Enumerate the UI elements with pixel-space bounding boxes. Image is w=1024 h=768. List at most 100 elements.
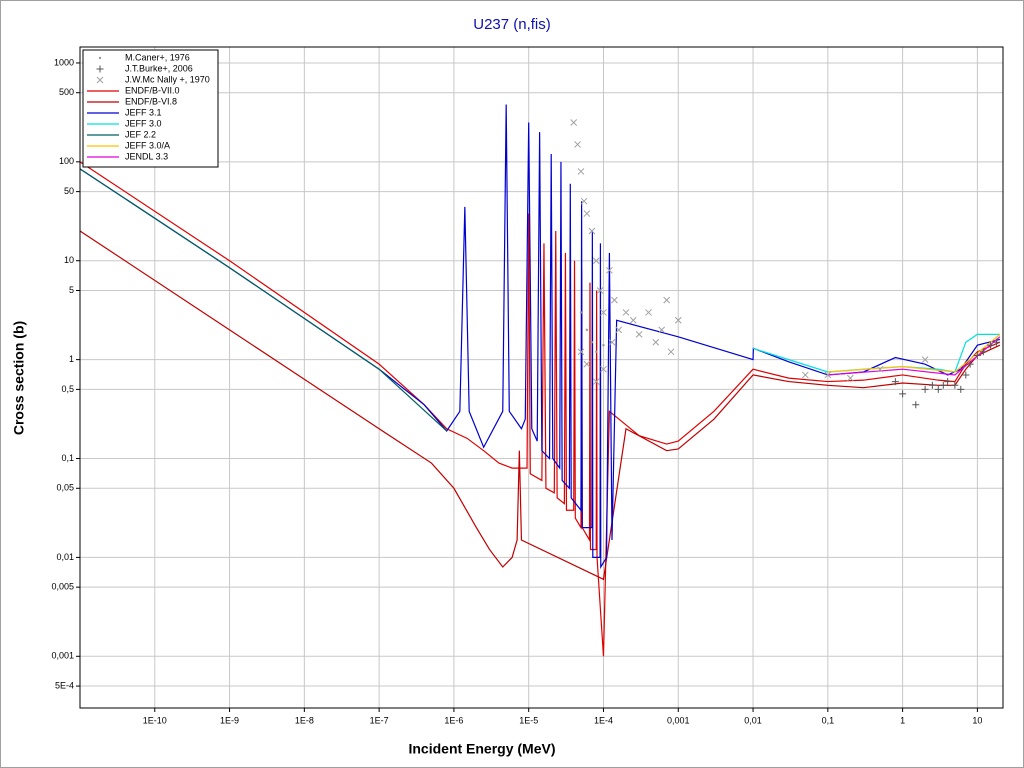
y-tick-label: 10	[64, 255, 74, 265]
y-tick-label: 0,001	[51, 651, 74, 661]
legend-label: ENDF/B-VI.8	[125, 96, 177, 106]
x-tick-label: 10	[972, 715, 982, 725]
data-point	[658, 326, 666, 334]
x-tick-label: 0,001	[667, 715, 690, 725]
plot-area	[79, 104, 1001, 657]
data-point	[611, 296, 618, 304]
legend-label: J.W.Mc Nally +, 1970	[125, 74, 210, 84]
data-point	[592, 257, 600, 265]
x-tick-label: 1E-9	[220, 715, 239, 725]
data-point	[899, 390, 907, 398]
legend-box	[82, 49, 219, 168]
data-point	[928, 381, 936, 389]
data-point	[824, 371, 832, 379]
data-point	[652, 338, 660, 346]
y-tick-label: 0,5	[61, 384, 74, 394]
data-point	[962, 371, 970, 379]
data-point	[939, 381, 947, 389]
legend-label: ENDF/B-VII.0	[125, 85, 180, 95]
data-point	[966, 360, 974, 368]
data-point	[96, 65, 104, 73]
data-point	[934, 385, 942, 393]
data-point	[921, 385, 929, 393]
data-point	[585, 328, 589, 332]
legend-label: J.T.Burke+, 2006	[125, 63, 193, 73]
data-point	[663, 296, 671, 304]
legend-label: M.Caner+, 1976	[125, 52, 190, 62]
data-point	[577, 168, 585, 175]
legend-label: JEFF 3.1	[125, 107, 162, 117]
series-line	[79, 104, 1001, 570]
data-point	[951, 381, 959, 389]
y-tick-label: 0,01	[56, 552, 74, 562]
grid: 1000 500 100 50 10 5 1 0,5 0,1 0,05 0,01 0,005 0,001…	[51, 47, 1003, 725]
data-point	[590, 341, 594, 344]
data-point	[957, 385, 965, 393]
data-point	[98, 56, 102, 60]
data-point	[606, 266, 613, 274]
plot-border	[79, 46, 1004, 709]
data-point	[801, 371, 809, 379]
legend-label: JENDL 3.3	[125, 151, 168, 161]
y-tick-label: 5	[69, 285, 74, 295]
x-axis-label: Incident Energy (MeV)	[408, 741, 555, 757]
y-axis-label: Cross section (b)	[11, 321, 27, 435]
data-point	[595, 350, 598, 353]
data-point	[579, 311, 583, 314]
data-point	[608, 338, 616, 346]
data-point	[583, 360, 591, 368]
x-tick-label: 1E-6	[444, 715, 463, 725]
y-tick-label: 5E-4	[55, 680, 74, 690]
data-point	[987, 341, 995, 349]
data-point	[583, 210, 591, 217]
data-point	[912, 401, 920, 409]
data-point	[921, 356, 929, 363]
data-point	[979, 348, 987, 356]
y-tick-label: 0,05	[56, 483, 74, 493]
y-tick-label: 0,1	[61, 453, 74, 463]
data-point	[602, 343, 605, 347]
data-point	[667, 348, 675, 356]
y-tick-label: 50	[64, 186, 74, 196]
data-point	[580, 197, 588, 205]
x-tick-label: 1E-5	[519, 715, 538, 725]
data-point	[600, 365, 607, 373]
series-line	[79, 230, 1001, 581]
data-point	[635, 331, 643, 338]
data-point	[622, 309, 630, 316]
data-point	[992, 338, 1000, 346]
data-point	[629, 316, 637, 324]
x-tick-label: 1E-4	[594, 715, 613, 725]
y-tick-label: 0,005	[51, 582, 74, 592]
x-tick-label: 0,01	[744, 715, 762, 725]
data-point	[674, 316, 682, 324]
data-point	[588, 227, 596, 235]
y-tick-label: 1000	[54, 57, 74, 67]
legend-label: JEFF 3.0/A	[125, 140, 170, 150]
data-point	[944, 378, 952, 386]
legend-label: JEF 2.2	[125, 129, 156, 139]
data-point	[615, 326, 623, 334]
series-line	[79, 161, 1001, 657]
data-point	[876, 365, 884, 373]
y-tick-label: 1	[69, 354, 74, 364]
data-point	[570, 119, 578, 126]
data-point	[846, 374, 854, 382]
data-point	[600, 309, 607, 316]
data-point	[891, 378, 899, 386]
x-tick-label: 1E-8	[295, 715, 314, 725]
x-tick-label: 1	[900, 715, 905, 725]
y-tick-label: 100	[59, 156, 74, 166]
x-tick-label: 1E-10	[143, 715, 167, 725]
data-point	[973, 352, 981, 360]
data-point	[596, 287, 604, 294]
data-point	[645, 309, 652, 316]
data-point	[96, 76, 104, 84]
data-point	[592, 378, 600, 385]
x-tick-label: 1E-7	[370, 715, 389, 725]
chart-title: U237 (n,fis)	[473, 16, 551, 33]
y-tick-label: 500	[59, 87, 74, 97]
